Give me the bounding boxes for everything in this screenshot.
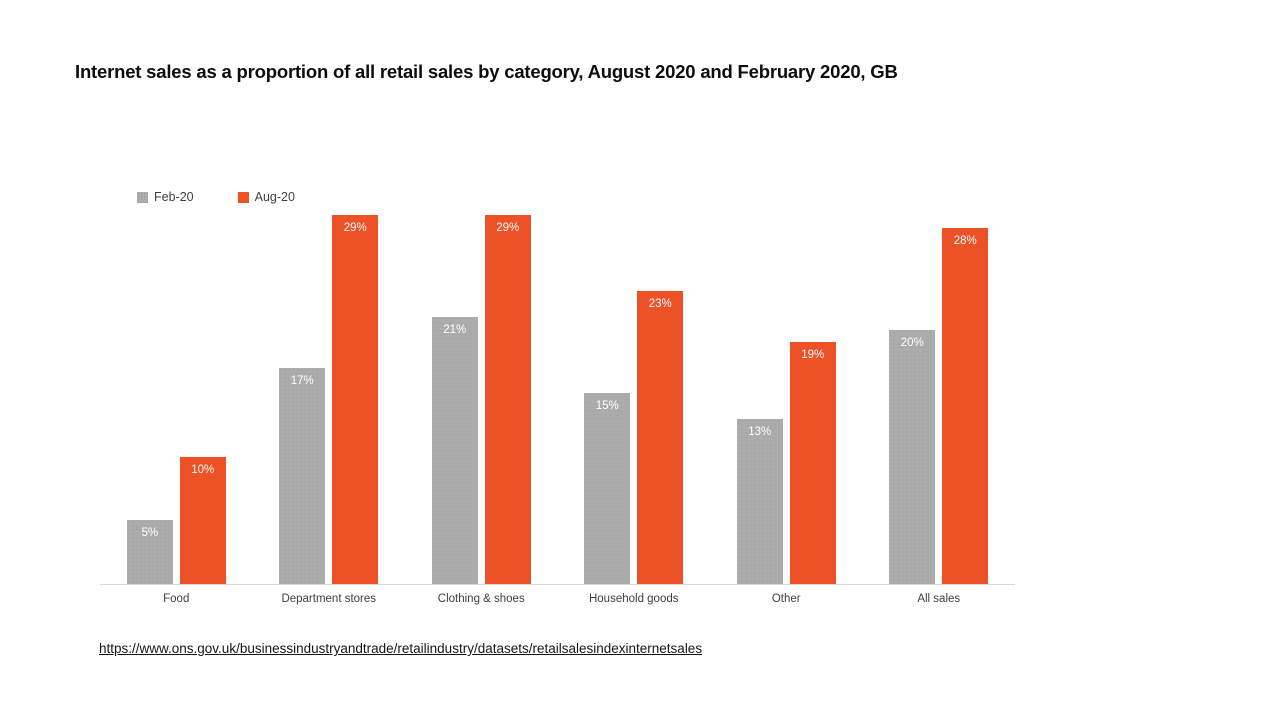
chart-title: Internet sales as a proportion of all re… xyxy=(75,61,898,82)
category-label: Clothing & shoes xyxy=(437,593,525,605)
bar-group: 5% 10% xyxy=(100,215,253,584)
category-label: Other xyxy=(771,593,801,605)
bar-value-label: 10% xyxy=(191,464,215,476)
bar-aug-20: 29% xyxy=(332,215,379,584)
bar-aug-20: 23% xyxy=(637,291,684,584)
category-axis-labels: Food Department stores Clothing & shoes Hou… xyxy=(100,593,1015,605)
bar-value-label: 13% xyxy=(748,426,772,438)
bar-group: 17% 29% xyxy=(253,215,406,584)
legend-item-aug-20: Aug-20 xyxy=(237,190,295,204)
legend-label-aug-20: Aug-20 xyxy=(254,190,295,204)
bar-value-label: 21% xyxy=(443,324,467,336)
bar-feb-20: 17% xyxy=(279,368,326,584)
category-label: Department stores xyxy=(281,593,377,605)
bar-aug-20: 29% xyxy=(484,215,531,584)
bar-group: 15% 23% xyxy=(558,215,711,584)
legend-swatch-feb-20 xyxy=(137,191,148,203)
bar-group: 21% 29% xyxy=(405,215,558,584)
bar-aug-20: 19% xyxy=(789,342,836,584)
bar-value-label: 23% xyxy=(648,298,672,310)
bar-value-label: 29% xyxy=(496,222,520,234)
bar-feb-20: 15% xyxy=(584,393,631,584)
legend-swatch-aug-20 xyxy=(237,191,249,203)
source-url-link[interactable]: https://www.ons.gov.uk/businessindustrya… xyxy=(99,641,703,656)
bar-value-label: 29% xyxy=(343,222,367,234)
bar-group: 20% 28% xyxy=(863,215,1016,584)
bar-value-label: 19% xyxy=(801,349,825,361)
bar-feb-20: 13% xyxy=(736,419,783,584)
bar-aug-20: 10% xyxy=(179,457,226,584)
category-label: Household goods xyxy=(588,593,679,605)
bar-value-label: 20% xyxy=(900,337,924,349)
category-label: Food xyxy=(163,593,190,605)
bar-value-label: 17% xyxy=(290,375,314,387)
bar-value-label: 28% xyxy=(953,235,977,247)
legend-label-feb-20: Feb-20 xyxy=(154,190,194,204)
bar-aug-20: 28% xyxy=(942,228,989,584)
bar-value-label: 5% xyxy=(141,527,159,539)
legend-item-feb-20: Feb-20 xyxy=(137,190,194,204)
bar-groups: 5% 10% 17% 29% 21% 29% 15% 23% 13% 19% 20% 28% xyxy=(100,215,1015,584)
category-label: All sales xyxy=(917,593,961,605)
bar-group: 13% 19% xyxy=(710,215,863,584)
plot-area: 5% 10% 17% 29% 21% 29% 15% 23% 13% 19% 20% 28% xyxy=(100,215,1015,585)
bar-value-label: 15% xyxy=(595,400,619,412)
bar-feb-20: 20% xyxy=(889,330,936,584)
bar-feb-20: 5% xyxy=(126,520,173,584)
bar-feb-20: 21% xyxy=(431,317,478,584)
legend: Feb-20 Aug-20 xyxy=(137,190,295,204)
